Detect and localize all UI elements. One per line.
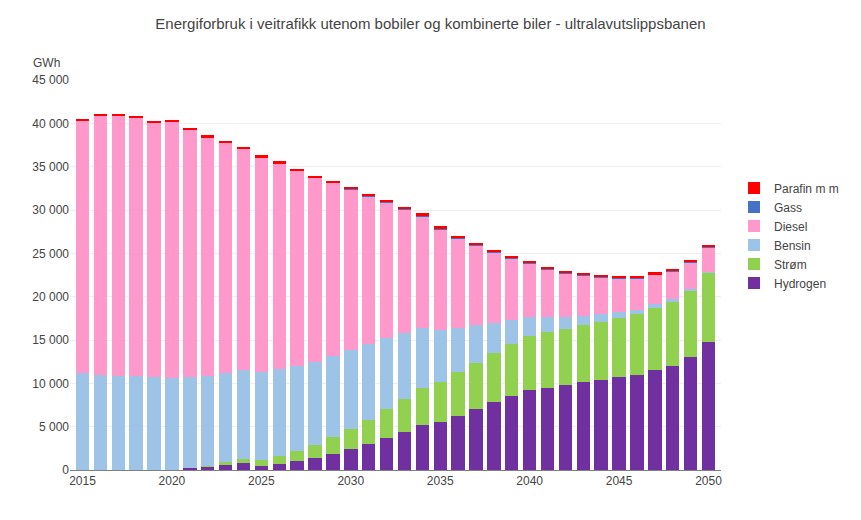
svg-text:Gass: Gass	[774, 201, 802, 215]
svg-text:2015: 2015	[69, 474, 96, 488]
svg-text:Hydrogen: Hydrogen	[774, 277, 826, 291]
svg-text:Diesel: Diesel	[774, 220, 807, 234]
svg-text:Strøm: Strøm	[774, 258, 807, 272]
svg-text:10 000: 10 000	[32, 377, 69, 391]
svg-text:45 000: 45 000	[32, 73, 69, 87]
svg-text:2040: 2040	[516, 474, 543, 488]
svg-text:15 000: 15 000	[32, 333, 69, 347]
svg-text:2020: 2020	[159, 474, 186, 488]
svg-text:2030: 2030	[337, 474, 364, 488]
svg-text:Energiforbruk i veitrafikk ute: Energiforbruk i veitrafikk utenom bobile…	[155, 15, 705, 32]
svg-text:2025: 2025	[248, 474, 275, 488]
svg-text:2035: 2035	[427, 474, 454, 488]
svg-text:2050: 2050	[695, 474, 722, 488]
svg-text:35 000: 35 000	[32, 160, 69, 174]
svg-text:0: 0	[62, 463, 69, 477]
svg-text:GWh: GWh	[33, 56, 60, 70]
svg-text:5 000: 5 000	[39, 420, 69, 434]
svg-text:Bensin: Bensin	[774, 239, 811, 253]
svg-text:25 000: 25 000	[32, 247, 69, 261]
svg-text:Parafin m m: Parafin m m	[774, 182, 839, 196]
svg-text:30 000: 30 000	[32, 203, 69, 217]
svg-text:20 000: 20 000	[32, 290, 69, 304]
svg-text:2045: 2045	[606, 474, 633, 488]
svg-text:40 000: 40 000	[32, 117, 69, 131]
